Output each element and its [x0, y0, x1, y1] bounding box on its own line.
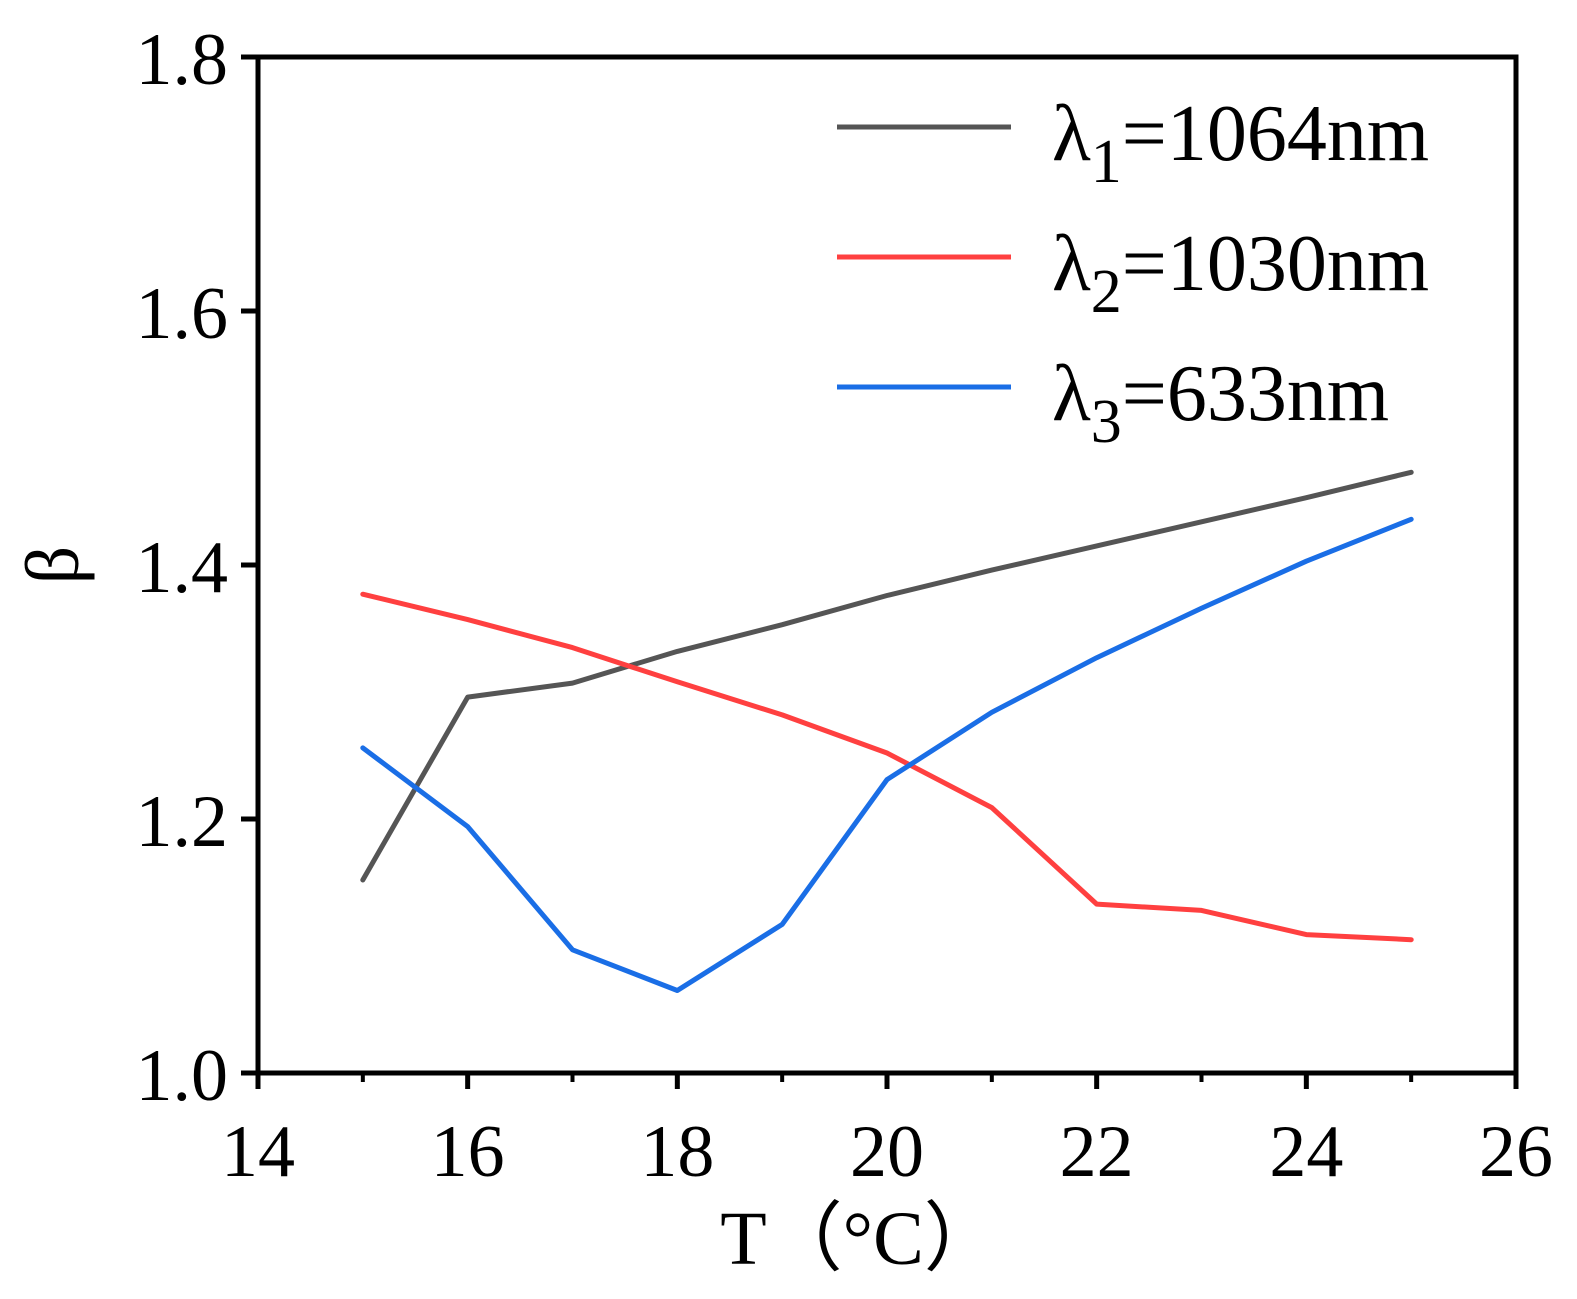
- tick-labels: 1.0 1.2 1.4 1.6 1.8 14 16 18 20 22 24 26: [136, 19, 1554, 1193]
- x-tick-label: 18: [640, 1111, 714, 1193]
- y-tick-label: 1.6: [136, 273, 229, 355]
- legend-label: λ2=1030nm: [1052, 220, 1429, 326]
- legend-symbol: λ: [1052, 90, 1091, 178]
- y-tick-label: 1.2: [136, 781, 229, 863]
- plot-frame: [255, 54, 1519, 1076]
- x-tick-label: 22: [1060, 1111, 1134, 1193]
- legend-symbol: λ: [1052, 350, 1091, 438]
- legend-symbol: λ: [1052, 220, 1091, 308]
- x-tick-label: 24: [1269, 1111, 1343, 1193]
- legend-text: =1030nm: [1122, 220, 1429, 308]
- legend-subscript: 3: [1091, 388, 1122, 456]
- legend-text: =1064nm: [1122, 90, 1429, 178]
- x-tick-label: 14: [221, 1111, 295, 1193]
- legend-subscript: 2: [1091, 258, 1122, 326]
- series-line: [360, 469, 1414, 883]
- series-line: [360, 516, 1414, 993]
- axis-ticks: [241, 54, 1519, 1089]
- series-layer: [360, 469, 1414, 993]
- x-tick-label: 16: [431, 1111, 505, 1193]
- x-tick-label: 20: [850, 1111, 924, 1193]
- x-axis-label-unit: （°C）: [767, 1197, 1000, 1281]
- legend-label: λ1=1064nm: [1052, 90, 1429, 196]
- x-tick-label: 26: [1479, 1111, 1553, 1193]
- y-tick-label: 1.4: [136, 527, 229, 609]
- legend-subscript: 1: [1091, 128, 1122, 196]
- y-tick-label: 1.8: [136, 19, 229, 101]
- y-tick-label: 1.0: [136, 1035, 229, 1117]
- legend-label: λ3=633nm: [1052, 350, 1389, 456]
- legend-text: =633nm: [1122, 350, 1389, 438]
- x-axis-label: T（°C）: [720, 1197, 1000, 1281]
- y-axis-label: β: [11, 546, 95, 585]
- series-line: [360, 591, 1414, 943]
- x-axis-label-main: T: [720, 1197, 766, 1281]
